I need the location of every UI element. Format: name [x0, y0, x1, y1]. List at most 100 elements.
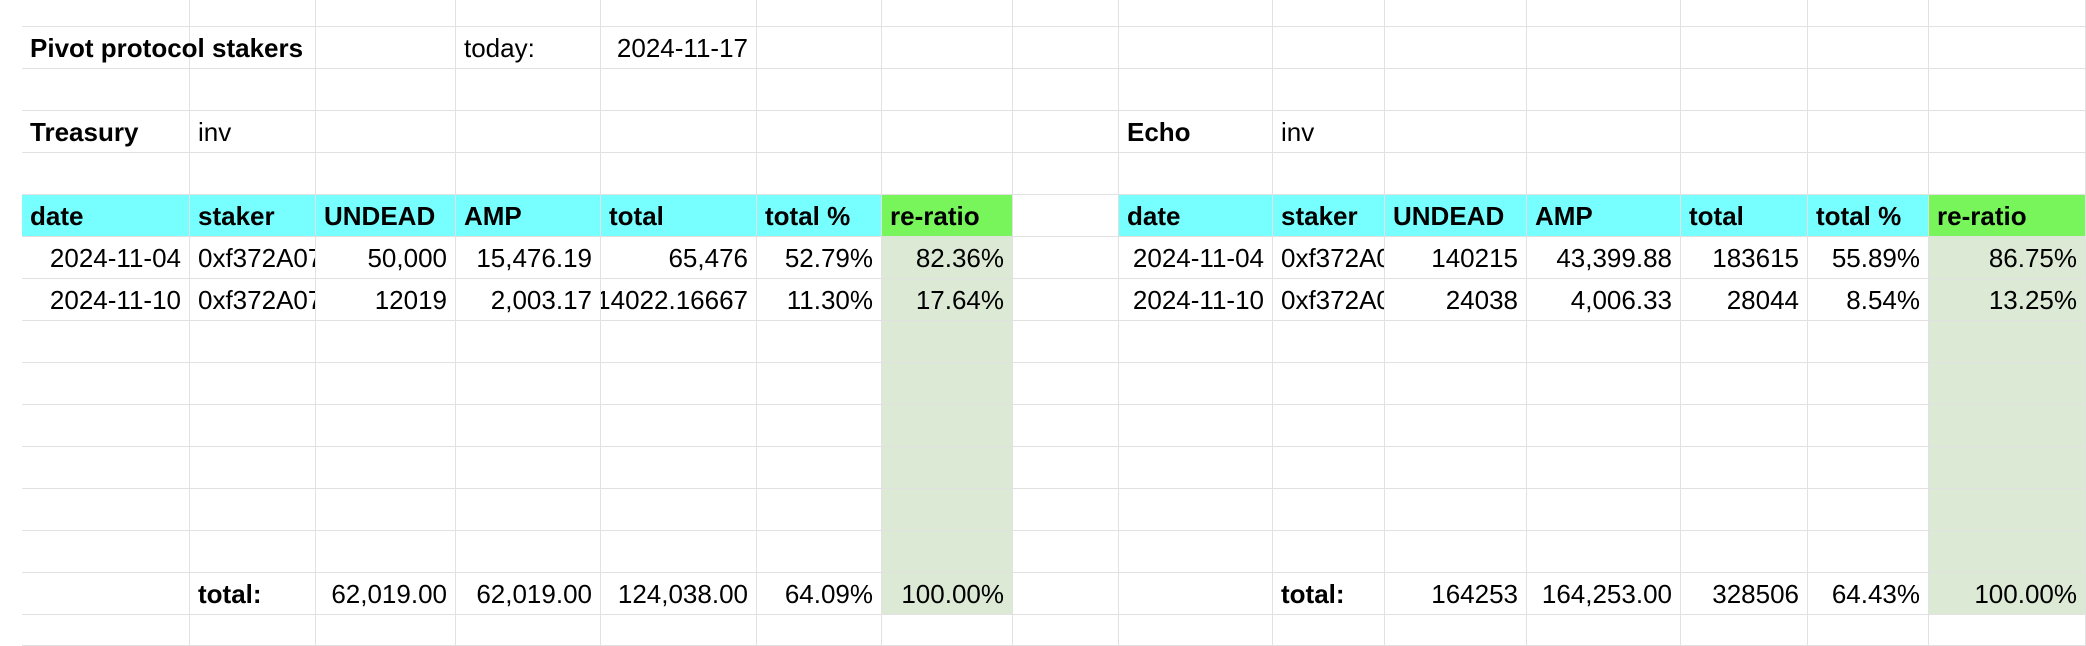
empty-cell[interactable]: [1385, 153, 1527, 195]
echo-total-label[interactable]: total:: [1273, 573, 1385, 615]
echo-column-header-total-[interactable]: total %: [1808, 195, 1929, 237]
today-value[interactable]: 2024-11-17: [601, 27, 757, 69]
empty-cell[interactable]: [456, 615, 601, 646]
empty-cell[interactable]: [601, 0, 757, 27]
empty-cell[interactable]: [1385, 27, 1527, 69]
empty-cell[interactable]: [1527, 615, 1681, 646]
empty-cell[interactable]: [1929, 69, 2086, 111]
empty-cell[interactable]: [1013, 405, 1119, 447]
echo-row-1-cell[interactable]: 86.75%: [1929, 237, 2086, 279]
empty-cell[interactable]: [1273, 27, 1385, 69]
treasury-column-header-total-[interactable]: total %: [757, 195, 882, 237]
treasury-total-cell[interactable]: 100.00%: [882, 573, 1013, 615]
empty-cell[interactable]: [1385, 69, 1527, 111]
empty-cell[interactable]: [1929, 615, 2086, 646]
empty-cell[interactable]: [190, 405, 316, 447]
empty-cell[interactable]: [190, 153, 316, 195]
empty-cell[interactable]: [1527, 69, 1681, 111]
treasury-re-ratio-cell[interactable]: [882, 363, 1013, 405]
empty-cell[interactable]: [316, 153, 456, 195]
empty-cell[interactable]: [757, 27, 882, 69]
empty-cell[interactable]: [1808, 111, 1929, 153]
empty-cell[interactable]: [601, 615, 757, 646]
empty-cell[interactable]: [1808, 363, 1929, 405]
empty-cell[interactable]: [882, 69, 1013, 111]
empty-cell[interactable]: [1013, 69, 1119, 111]
empty-cell[interactable]: [22, 615, 190, 646]
empty-cell[interactable]: [1119, 489, 1273, 531]
treasury-total-label[interactable]: total:: [190, 573, 316, 615]
treasury-re-ratio-cell[interactable]: [882, 447, 1013, 489]
empty-cell[interactable]: [1527, 489, 1681, 531]
empty-cell[interactable]: [1013, 531, 1119, 573]
empty-cell[interactable]: [1681, 111, 1808, 153]
empty-cell[interactable]: [1013, 447, 1119, 489]
echo-row-1-cell[interactable]: 0xf372A0: [1273, 237, 1385, 279]
treasury-row-2-cell[interactable]: 12019: [316, 279, 456, 321]
empty-cell[interactable]: [1808, 69, 1929, 111]
echo-re-ratio-cell[interactable]: [1929, 531, 2086, 573]
echo-column-header-undead[interactable]: UNDEAD: [1385, 195, 1527, 237]
echo-total-cell[interactable]: 100.00%: [1929, 573, 2086, 615]
treasury-row-2-cell[interactable]: 17.64%: [882, 279, 1013, 321]
empty-cell[interactable]: [601, 531, 757, 573]
treasury-table-note[interactable]: inv: [190, 111, 316, 153]
empty-cell[interactable]: [1273, 615, 1385, 646]
empty-cell[interactable]: [1119, 321, 1273, 363]
treasury-row-1-cell[interactable]: 52.79%: [757, 237, 882, 279]
empty-cell[interactable]: [1273, 321, 1385, 363]
treasury-column-header-total[interactable]: total: [601, 195, 757, 237]
empty-cell[interactable]: [1681, 321, 1808, 363]
echo-total-cell[interactable]: 64.43%: [1808, 573, 1929, 615]
empty-cell[interactable]: [1013, 321, 1119, 363]
empty-cell[interactable]: [22, 573, 190, 615]
empty-cell[interactable]: [190, 531, 316, 573]
echo-row-2-cell[interactable]: 4,006.33: [1527, 279, 1681, 321]
echo-table-note[interactable]: inv: [1273, 111, 1385, 153]
empty-cell[interactable]: [1385, 363, 1527, 405]
echo-row-1-cell[interactable]: 140215: [1385, 237, 1527, 279]
empty-cell[interactable]: [1527, 0, 1681, 27]
treasury-row-1-cell[interactable]: 82.36%: [882, 237, 1013, 279]
empty-cell[interactable]: [601, 69, 757, 111]
empty-cell[interactable]: [456, 447, 601, 489]
echo-re-ratio-cell[interactable]: [1929, 447, 2086, 489]
empty-cell[interactable]: [1119, 531, 1273, 573]
treasury-total-cell[interactable]: 62,019.00: [456, 573, 601, 615]
empty-cell[interactable]: [316, 111, 456, 153]
empty-cell[interactable]: [1808, 447, 1929, 489]
empty-cell[interactable]: [1385, 321, 1527, 363]
treasury-re-ratio-cell[interactable]: [882, 405, 1013, 447]
empty-cell[interactable]: [1681, 405, 1808, 447]
empty-cell[interactable]: [456, 405, 601, 447]
treasury-table-title[interactable]: Treasury: [22, 111, 190, 153]
treasury-total-cell[interactable]: 62,019.00: [316, 573, 456, 615]
treasury-row-1-cell[interactable]: 2024-11-04: [22, 237, 190, 279]
empty-cell[interactable]: [1385, 0, 1527, 27]
echo-row-1-cell[interactable]: 2024-11-04: [1119, 237, 1273, 279]
empty-cell[interactable]: [316, 363, 456, 405]
echo-row-2-cell[interactable]: 24038: [1385, 279, 1527, 321]
empty-cell[interactable]: [1527, 111, 1681, 153]
empty-cell[interactable]: [316, 69, 456, 111]
empty-cell[interactable]: [757, 615, 882, 646]
empty-cell[interactable]: [1808, 489, 1929, 531]
empty-cell[interactable]: [1527, 321, 1681, 363]
empty-cell[interactable]: [1929, 27, 2086, 69]
empty-cell[interactable]: [601, 111, 757, 153]
empty-cell[interactable]: [190, 615, 316, 646]
empty-cell[interactable]: [456, 531, 601, 573]
echo-row-1-cell[interactable]: 55.89%: [1808, 237, 1929, 279]
empty-cell[interactable]: [316, 0, 456, 27]
empty-cell[interactable]: [757, 153, 882, 195]
empty-cell[interactable]: [456, 0, 601, 27]
empty-cell[interactable]: [601, 153, 757, 195]
empty-cell[interactable]: [1681, 531, 1808, 573]
echo-total-cell[interactable]: 164253: [1385, 573, 1527, 615]
empty-cell[interactable]: [1119, 615, 1273, 646]
empty-cell[interactable]: [1808, 531, 1929, 573]
empty-cell[interactable]: [190, 489, 316, 531]
treasury-column-header-undead[interactable]: UNDEAD: [316, 195, 456, 237]
empty-cell[interactable]: [1385, 447, 1527, 489]
